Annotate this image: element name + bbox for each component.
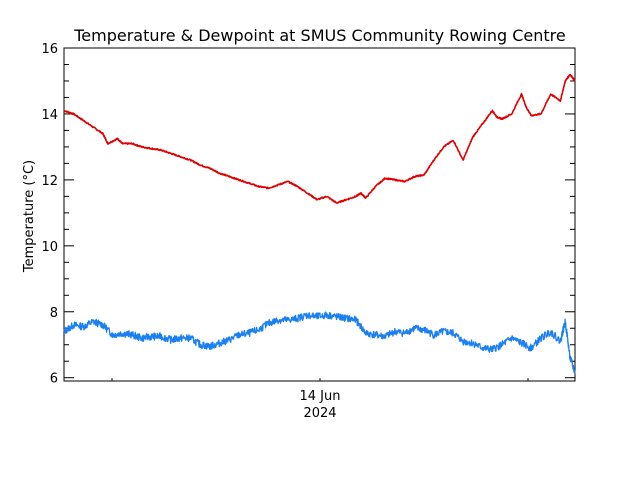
temperature-series-line [63, 73, 576, 204]
y-tick-label: 6 [50, 372, 58, 387]
chart-title: Temperature & Dewpoint at SMUS Community… [73, 26, 566, 45]
x-axis-ticks [111, 378, 529, 381]
y-axis-label: Temperature (°C) [22, 160, 37, 273]
y-tick-label: 10 [41, 240, 58, 255]
x-tick-label-year: 2024 [303, 406, 336, 421]
y-tick-label: 14 [41, 108, 58, 123]
dewpoint-series-line [63, 311, 576, 374]
plot-frame [63, 47, 576, 382]
y-tick-label: 12 [41, 174, 58, 189]
x-tick-label-day: 14 Jun [300, 389, 341, 404]
y-tick-label: 8 [50, 306, 58, 321]
series-layer [63, 73, 576, 374]
y-tick-label: 16 [41, 42, 58, 57]
y-axis-ticks: 6 8 10 12 14 16 [41, 42, 575, 387]
